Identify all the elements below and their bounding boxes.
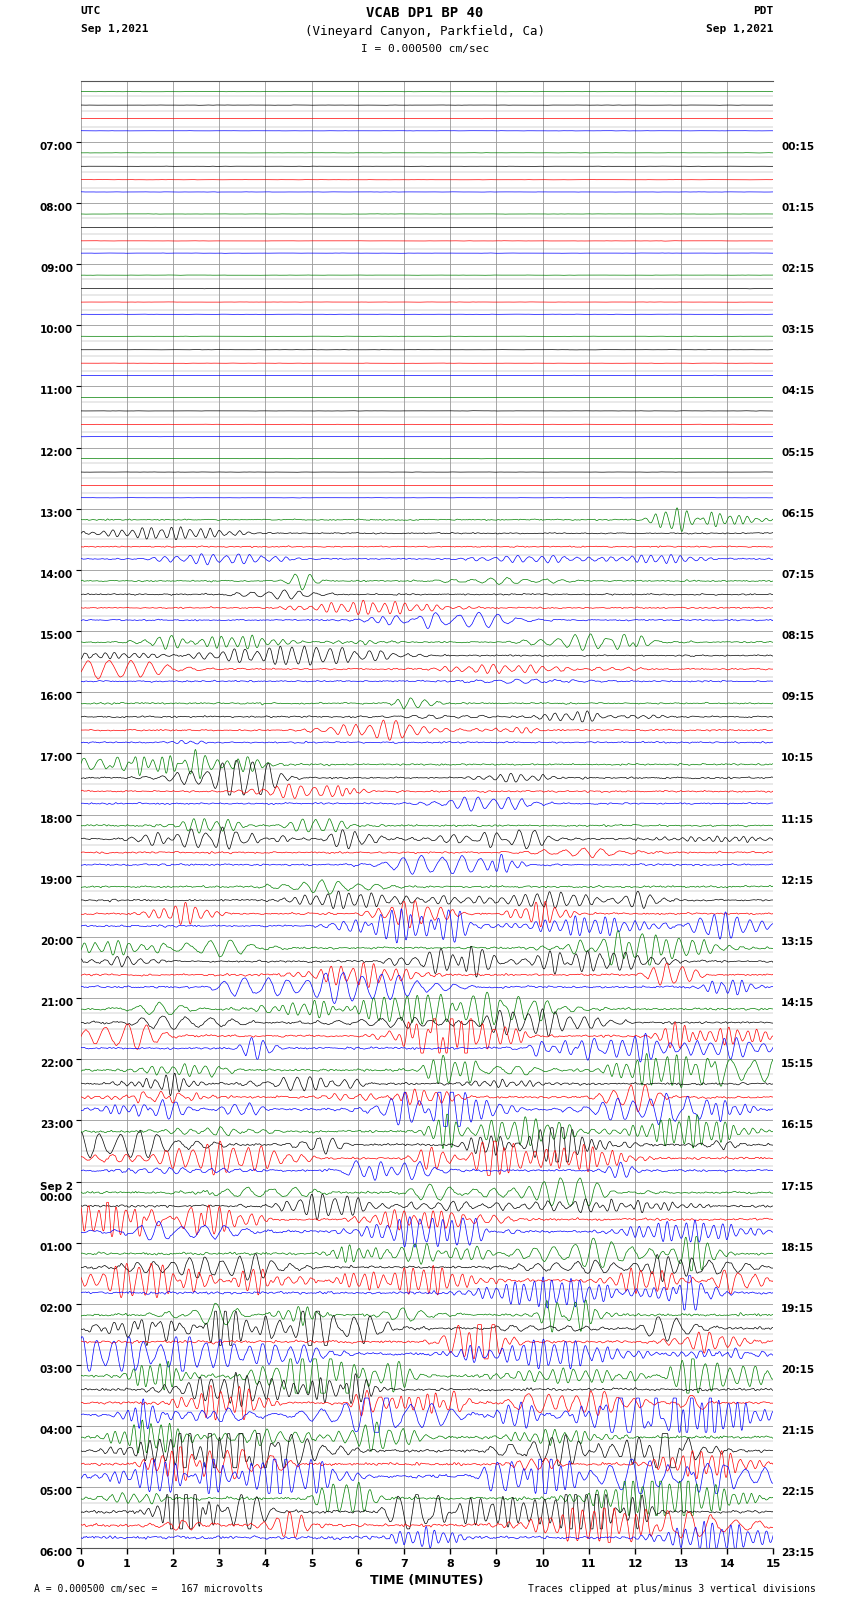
Text: I = 0.000500 cm/sec: I = 0.000500 cm/sec: [361, 44, 489, 53]
Text: Sep 1,2021: Sep 1,2021: [81, 24, 148, 34]
Text: UTC: UTC: [81, 5, 101, 16]
Text: (Vineyard Canyon, Parkfield, Ca): (Vineyard Canyon, Parkfield, Ca): [305, 24, 545, 39]
X-axis label: TIME (MINUTES): TIME (MINUTES): [371, 1574, 484, 1587]
Text: VCAB DP1 BP 40: VCAB DP1 BP 40: [366, 5, 484, 19]
Text: Sep 1,2021: Sep 1,2021: [706, 24, 774, 34]
Text: A = 0.000500 cm/sec =    167 microvolts: A = 0.000500 cm/sec = 167 microvolts: [34, 1584, 264, 1594]
Text: PDT: PDT: [753, 5, 774, 16]
Text: Traces clipped at plus/minus 3 vertical divisions: Traces clipped at plus/minus 3 vertical …: [528, 1584, 816, 1594]
